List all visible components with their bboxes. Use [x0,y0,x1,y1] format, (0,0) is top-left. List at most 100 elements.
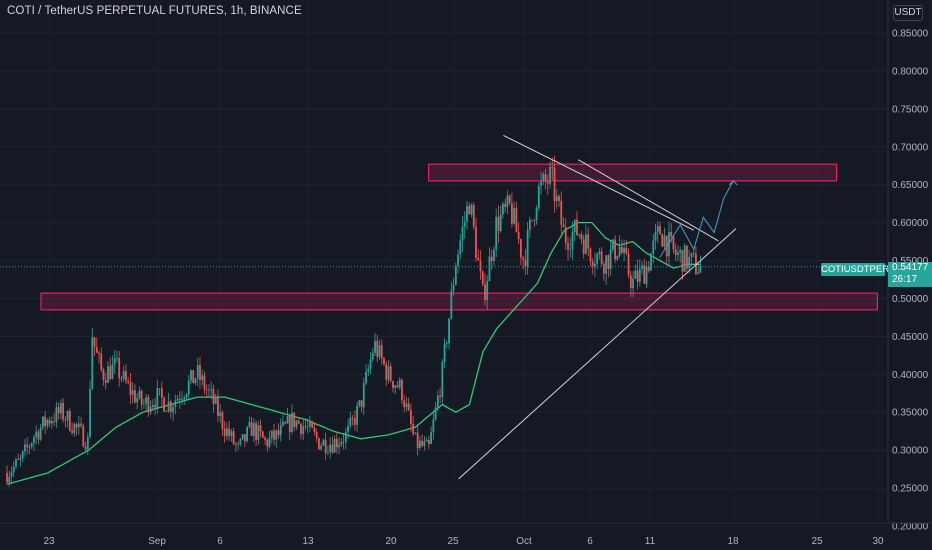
candle-body [418,440,421,448]
y-axis[interactable]: 0.85000 0.80000 0.75000 0.70000 0.65000 0.600… [887,0,929,533]
candle-body [356,405,358,425]
candle-body [589,248,592,262]
currency-selector[interactable]: USDT [893,5,923,21]
x-tick-label: 25 [811,536,823,547]
candle-body [259,425,262,432]
candle-body [699,266,702,273]
candle-body [264,437,266,440]
candle-body [44,416,47,427]
x-tick-label: 6 [217,536,223,547]
x-axis[interactable]: 23 Sep 6 13 20 25 Oct 6 11 18 25 30 [0,522,932,547]
y-tick-label: 0.80000 [892,66,929,77]
candle-body [461,226,464,241]
candle-body [201,375,204,381]
candle-body [647,266,650,271]
candle-body [479,260,482,272]
y-tick-label: 0.20000 [892,522,929,533]
candle-body [645,266,648,284]
candle-body [125,370,127,381]
candle-body [484,284,486,301]
candle-body [591,261,594,267]
candle-body [212,388,215,404]
candle-body [19,458,22,460]
last-price-value: 0.54177 [892,262,929,273]
candle-body [113,358,116,365]
candle-body [387,366,390,380]
candle-body [605,255,608,274]
candle-countdown: 26:17 [892,274,918,285]
candle-body [573,219,576,232]
candle-body [365,371,367,384]
candle-body [580,234,583,240]
candle-body [627,253,630,276]
candle-body [349,417,352,426]
candle-body [454,265,457,285]
candle-body [513,207,516,224]
candle-body [246,427,249,442]
candle-body [432,419,435,433]
candle-body [104,380,107,383]
candle-body [302,426,305,435]
candle-body [6,472,8,483]
candle-body [21,451,24,459]
candle-body [416,432,419,448]
candle-body [89,388,91,437]
last-price-tag: 0.54177 26:17 [888,262,932,287]
y-tick-label: 0.25000 [892,484,929,495]
candle-body [248,422,251,428]
candle-body [95,346,98,353]
candle-body [562,224,565,228]
candle-body [405,403,408,408]
candle-body [378,345,381,357]
resistance-zone [40,292,879,311]
candle-body [84,446,87,450]
candle-body [140,390,143,405]
x-tick-label: 25 [447,536,459,547]
candle-body [369,359,372,369]
candle-body [506,195,509,208]
candles [6,155,702,487]
candle-body [571,231,574,250]
candle-body [445,343,448,344]
candle-body [477,258,480,261]
candle-body [594,263,596,267]
candle-body [531,219,533,221]
candle-body [618,246,621,256]
candle-body [86,436,89,450]
candle-body [178,398,181,401]
candle-body [436,395,439,408]
candle-body [185,393,188,398]
candle-body [542,174,545,182]
projection-path [659,180,734,258]
candle-body [677,252,679,256]
candle-body [553,167,556,202]
candle-body [493,249,495,262]
y-tick-label: 0.60000 [892,218,929,229]
candle-body [163,397,165,412]
candle-body [475,226,477,259]
candle-body [151,405,154,408]
candle-body [293,412,296,428]
moving-average-line [6,221,701,485]
candle-body [165,411,168,412]
candle-body [528,220,531,231]
candle-body [457,254,459,266]
y-tick-label: 0.65000 [892,180,929,191]
candle-body [230,431,233,437]
candle-body [450,290,453,319]
candle-body [208,389,210,391]
candle-body [226,428,228,436]
candle-body [423,441,426,446]
candle-body [282,421,284,426]
candle-body [145,397,148,404]
candle-body [255,423,257,440]
candle-body [338,444,341,448]
candle-body [439,395,441,397]
candle-body [203,375,206,390]
candle-body [508,195,511,204]
candle-body [239,438,242,444]
candle-body [275,430,278,440]
candle-body [634,270,637,279]
candle-body [221,412,224,429]
